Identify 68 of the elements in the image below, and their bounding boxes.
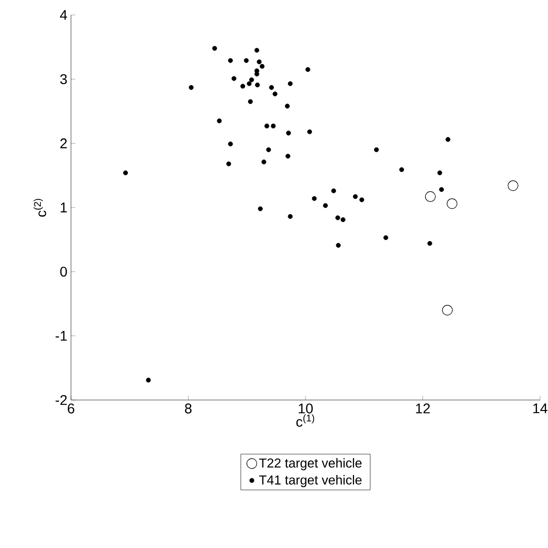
y-tick-label: -2	[56, 395, 67, 405]
point	[254, 72, 260, 76]
point	[340, 217, 346, 222]
point	[305, 67, 310, 72]
point	[272, 92, 278, 96]
point	[352, 194, 358, 199]
point	[264, 124, 270, 128]
point	[425, 191, 436, 202]
point	[232, 76, 236, 81]
y-tick-label: 1	[60, 202, 67, 212]
point	[323, 203, 328, 208]
point	[439, 187, 444, 192]
point	[446, 137, 450, 142]
point	[437, 170, 442, 176]
point	[270, 124, 276, 128]
point	[146, 378, 151, 383]
point	[261, 160, 266, 164]
point	[254, 48, 260, 53]
x-tick-label: 6	[68, 404, 74, 414]
point	[335, 215, 340, 220]
point	[188, 85, 194, 90]
point	[331, 188, 336, 194]
point	[212, 46, 218, 51]
point	[383, 235, 388, 240]
point	[288, 81, 293, 86]
point	[256, 59, 262, 64]
y-tick-label: -1	[56, 331, 67, 341]
point	[312, 196, 317, 201]
point	[240, 84, 246, 89]
point	[427, 241, 432, 246]
point	[336, 242, 341, 248]
point	[249, 77, 254, 82]
point	[266, 147, 271, 152]
point	[260, 64, 265, 69]
point	[286, 154, 290, 159]
y-axis-title: c$^{(2)}$	[34, 198, 46, 217]
point	[359, 197, 364, 202]
x-tick-label: 10	[298, 404, 313, 414]
x-tick-label: 14	[533, 404, 548, 414]
point	[216, 118, 222, 124]
legend-label: T41 target vehicle	[259, 475, 362, 488]
point	[258, 206, 263, 212]
point	[374, 147, 379, 152]
point	[255, 82, 260, 88]
point	[446, 198, 458, 209]
legend-label: T22 target vehicle	[259, 458, 362, 470]
point	[442, 304, 453, 316]
point	[228, 142, 233, 146]
x-tick-label: 12	[416, 404, 430, 414]
x-axis-title: c$^{(1)}$	[296, 414, 314, 427]
y-tick-label: 4	[60, 10, 68, 20]
point	[269, 85, 274, 90]
point	[123, 170, 128, 176]
point	[228, 58, 233, 63]
point	[226, 161, 232, 166]
point	[286, 130, 291, 136]
point	[307, 129, 312, 134]
point	[508, 180, 518, 191]
y-tick-label: 0	[60, 266, 67, 277]
y-tick-label: 3	[60, 74, 67, 84]
y-tick-label: 2	[60, 138, 67, 148]
point	[246, 81, 252, 86]
point	[399, 167, 404, 172]
point	[244, 58, 249, 63]
point	[284, 104, 290, 109]
point	[248, 99, 253, 104]
point	[288, 214, 293, 219]
x-tick-label: 8	[184, 404, 192, 414]
